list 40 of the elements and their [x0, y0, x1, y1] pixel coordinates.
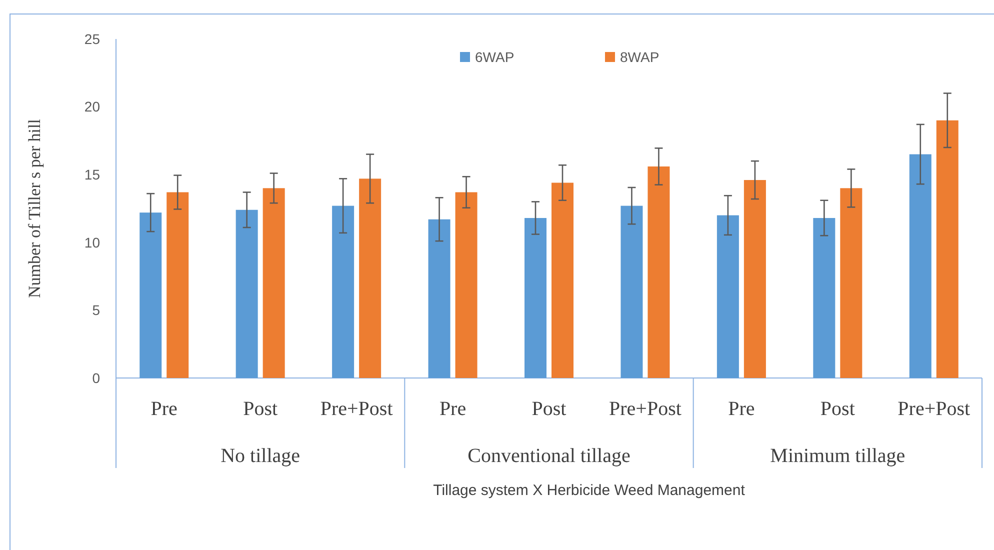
bar [455, 192, 478, 378]
bar [936, 120, 958, 378]
bar [840, 188, 862, 378]
x-tick-label: Pre+Post [898, 398, 971, 420]
bar [813, 218, 836, 378]
x-tick-label: Pre [150, 398, 178, 420]
y-tick-label: 25 [84, 30, 100, 47]
bar [359, 178, 382, 378]
bar [332, 206, 354, 378]
bar [552, 182, 574, 378]
x-tick-label: Post [243, 398, 278, 420]
y-tick-label: 5 [92, 302, 100, 318]
bar [140, 212, 162, 378]
text: No tillage [220, 445, 300, 467]
bar [524, 218, 546, 378]
x-axis-title: Tillage system X Herbicide Weed Management [433, 482, 746, 499]
bar [648, 166, 670, 378]
bar [716, 215, 739, 378]
x-tick-label: Post [820, 398, 856, 420]
y-axis-title: Number of Tiller s per hill [25, 118, 44, 298]
x-tick-label: Pre+Post [609, 398, 682, 420]
legend-label: 8WAP [620, 48, 660, 65]
x-tick-label: Pre [728, 398, 755, 420]
x-tick-label: Pre+Post [320, 398, 394, 420]
y-tick-label: 20 [84, 98, 100, 115]
y-tick-label: 10 [84, 234, 100, 250]
bar [166, 192, 189, 378]
x-tick-label: Pre [439, 398, 466, 420]
y-tick-label: 0 [92, 370, 100, 386]
legend-label: 6WAP [475, 48, 514, 65]
bar [744, 180, 766, 378]
bar [909, 154, 932, 378]
y-tick-label: 15 [84, 166, 100, 182]
x-tick-label: Post [532, 398, 567, 420]
text: Minimum tillage [770, 445, 906, 467]
bar [620, 206, 643, 378]
bar [262, 188, 285, 378]
bar [236, 210, 258, 378]
bar [428, 219, 450, 378]
text: Conventional tillage [468, 445, 630, 467]
